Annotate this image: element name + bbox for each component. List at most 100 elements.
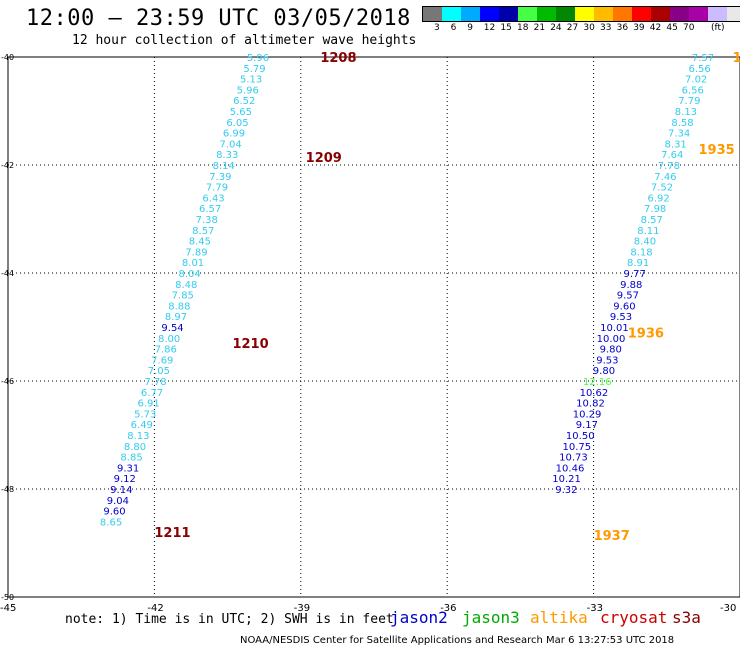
wave-height-value: 8.33	[216, 150, 238, 161]
colorbar-label: 33	[600, 23, 612, 33]
wave-height-value: 7.38	[196, 215, 218, 226]
chart-subtitle: 12 hour collection of altimeter wave hei…	[72, 33, 417, 48]
wave-height-value: 9.60	[613, 301, 635, 312]
colorbar-label: 9	[467, 23, 473, 33]
wave-height-value: 6.52	[233, 96, 255, 107]
wave-height-value: 9.32	[555, 485, 577, 496]
wave-height-value: 7.02	[685, 75, 707, 86]
plot-frame	[7, 56, 740, 598]
satellite-legend-altika: altika	[530, 608, 588, 627]
wave-height-value: 9.54	[161, 323, 183, 334]
wave-height-value: 10.75	[563, 442, 592, 453]
x-tick-label: -30	[720, 603, 736, 614]
wave-height-value: 6.56	[688, 64, 710, 75]
colorbar-label: 39	[633, 23, 645, 33]
wave-height-value: 8.31	[665, 139, 687, 150]
wave-height-value: 7.79	[678, 96, 700, 107]
wave-height-value: 7.34	[668, 129, 690, 140]
colorbar-label: 6	[450, 23, 457, 33]
wave-height-value: 10.62	[580, 388, 609, 399]
colorbar-swatch	[537, 7, 556, 21]
wave-height-value: 8.58	[671, 118, 693, 129]
wave-height-value: 10.73	[559, 453, 588, 464]
wave-height-value: 7.89	[185, 247, 207, 258]
wave-height-value: 8.91	[627, 258, 649, 269]
wave-height-value: 9.80	[593, 366, 615, 377]
colorbar-label: 27	[566, 23, 579, 33]
wave-height-value: 8.80	[124, 442, 146, 453]
footer-credit: NOAA/NESDIS Center for Satellite Applica…	[240, 635, 675, 646]
colorbar-unit: (ft)	[711, 23, 725, 33]
colorbar-label: 3	[434, 23, 440, 33]
wave-height-value: 6.49	[131, 420, 153, 431]
wave-height-value: 9.53	[596, 355, 618, 366]
wave-height-value: 5.79	[243, 64, 265, 75]
x-tick-label: -42	[147, 603, 163, 614]
wave-height-value: 9.80	[600, 345, 622, 356]
colorbar-swatch	[480, 7, 499, 21]
colorbar-swatch	[594, 7, 613, 21]
wave-height-value: 8.88	[168, 301, 190, 312]
satellite-legend-s3a: s3a	[672, 608, 701, 627]
y-tick-label: -48	[1, 485, 14, 494]
wave-height-value: 6.43	[202, 193, 224, 204]
wave-height-value: 9.77	[624, 269, 646, 280]
wave-height-value: 8.57	[192, 226, 214, 237]
wave-height-value: 10.46	[556, 463, 585, 474]
chart-title: 12:00 — 23:59 UTC 03/05/2018	[26, 6, 411, 31]
wave-height-value: 9.88	[620, 280, 642, 291]
wave-height-value: 5.65	[230, 107, 252, 118]
wave-height-value: 5.96	[247, 53, 269, 64]
wave-height-value: 7.05	[148, 366, 170, 377]
wave-height-value: 8.45	[189, 237, 211, 248]
satellite-legend-jason3: jason3	[462, 608, 520, 627]
wave-height-value: 7.86	[155, 345, 177, 356]
wave-height-value: 9.57	[617, 291, 639, 302]
colorbar-swatch	[461, 7, 480, 21]
colorbar-swatch	[708, 7, 727, 21]
wave-height-value: 9.53	[610, 312, 632, 323]
wave-height-value: 7.98	[644, 204, 666, 215]
wave-height-value: 5.96	[237, 85, 259, 96]
colorbar-swatch	[727, 7, 740, 21]
wave-height-value: 9.60	[103, 507, 125, 518]
colorbar-swatch	[442, 7, 461, 21]
time-label: 1211	[154, 526, 190, 541]
y-tick-label: -42	[1, 161, 14, 170]
colorbar-swatch	[613, 7, 632, 21]
colorbar-swatch	[651, 7, 670, 21]
wave-height-value: 8.04	[178, 269, 200, 280]
wave-height-value: 6.91	[138, 399, 160, 410]
y-tick-label: -46	[1, 377, 14, 386]
wave-height-value: 7.52	[651, 183, 673, 194]
colorbar-swatch	[518, 7, 537, 21]
colorbar-swatch	[556, 7, 575, 21]
time-label: 1209	[306, 151, 342, 166]
time-label: 1936	[628, 326, 664, 341]
colorbar-label: 18	[517, 23, 529, 33]
wave-height-value: 8.13	[675, 107, 697, 118]
time-label: 1210	[232, 337, 268, 352]
colorbar-swatch	[632, 7, 651, 21]
x-tick-label: -36	[440, 603, 456, 614]
wave-height-value: 9.04	[107, 496, 129, 507]
wave-height-value: 8.85	[120, 453, 142, 464]
wave-height-value: 8.13	[127, 431, 149, 442]
x-tick-label: -33	[587, 603, 603, 614]
satellite-legend-cryosat: cryosat	[600, 608, 668, 627]
wave-height-value: 7.69	[151, 355, 173, 366]
wave-height-value: 7.85	[172, 291, 194, 302]
footer-note: note: 1) Time is in UTC; 2) SWH is in fe…	[65, 612, 394, 627]
colorbar	[422, 6, 740, 22]
wave-height-value: 8.40	[634, 237, 656, 248]
wave-height-value: 7.39	[209, 172, 231, 183]
wave-height-value: 9.12	[114, 474, 136, 485]
wave-height-value: 5.73	[134, 409, 156, 420]
wave-height-value: 6.57	[199, 204, 221, 215]
colorbar-swatch	[575, 7, 594, 21]
wave-height-value: 7.79	[206, 183, 228, 194]
colorbar-swatch	[499, 7, 518, 21]
wave-height-value: 6.56	[682, 85, 704, 96]
time-label: 1935	[699, 143, 735, 158]
